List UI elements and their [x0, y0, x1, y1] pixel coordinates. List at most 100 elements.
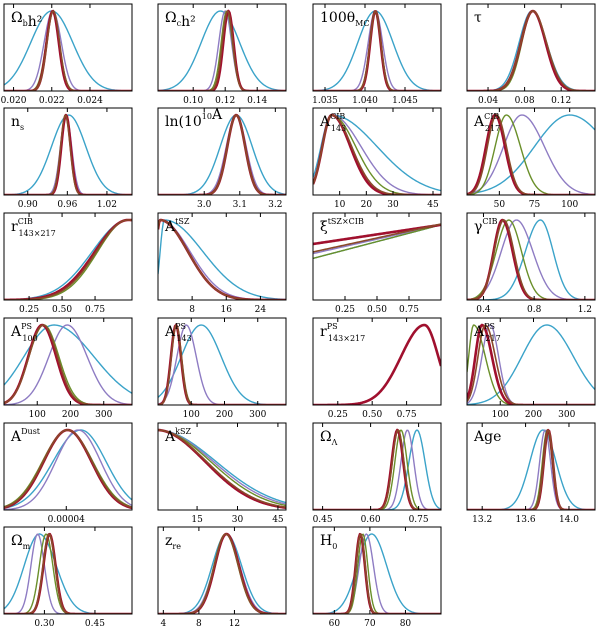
panel-frame [157, 212, 287, 301]
panel-label: Age [473, 429, 501, 445]
tick-label: 0.10 [183, 96, 203, 106]
curves [4, 113, 132, 195]
curve-series-b [4, 324, 132, 405]
panel-11: 0.25 0.50 0.75 ξtSZ×CIB [312, 212, 442, 315]
tick-label: 1.040 [352, 96, 378, 106]
curve-series-a [467, 10, 595, 91]
curve-series-b [4, 429, 132, 510]
tick-label: 100 [492, 410, 509, 420]
panel-frame [157, 3, 287, 92]
panel-frame [466, 107, 596, 196]
tick-label: 0.00004 [48, 515, 85, 525]
tick-label: 0.25 [328, 410, 348, 420]
curve-series-e [313, 223, 441, 253]
curves [4, 428, 132, 510]
tick-label: 3.1 [233, 200, 247, 210]
curve-series-a [158, 10, 286, 91]
tick-label: 0.50 [52, 305, 72, 315]
tick-label: 13.2 [472, 515, 492, 525]
panel-8: 50 75 100 ACIB 217 [466, 107, 596, 210]
tick-label: 1.045 [392, 96, 418, 106]
tick-label: 45 [427, 200, 439, 210]
panel-7: 10 20 30 45 ACIB 143 [312, 107, 442, 210]
curve-series-a [158, 429, 286, 504]
panel-label: Ωbh² [11, 10, 42, 30]
panel-label: Ωch² [165, 10, 196, 30]
panel-6: 3.0 3.1 3.2 ln(1010A [157, 107, 287, 210]
panel-4: 0.04 0.08 0.12 τ [466, 3, 596, 106]
tick-label: 0.4 [476, 305, 491, 315]
curve-series-a [467, 324, 595, 405]
tick-label: 10 [334, 200, 346, 210]
curve-series-a [4, 114, 132, 195]
panel-16: 100 200 300 APS 217 [466, 317, 596, 420]
panel-21: 0.30 0.45 Ωm [3, 526, 133, 629]
tick-label: 12 [229, 619, 240, 629]
curve-series-c [158, 10, 286, 91]
panel-label: ns [11, 114, 24, 132]
curve-series-e [4, 10, 132, 91]
curves [313, 10, 441, 91]
panel-label: zre [165, 533, 181, 551]
panel-label: H0 [320, 533, 337, 551]
tick-label: 300 [249, 410, 266, 420]
tick-label: 0.75 [85, 305, 105, 315]
curve-series-b [313, 533, 441, 614]
curve-series-e [4, 429, 132, 509]
curve-series-d [467, 218, 595, 300]
panel-frame [312, 107, 442, 196]
panel-label: ACIB 217 [473, 112, 500, 133]
tick-label: 200 [216, 410, 233, 420]
tick-label: 0.12 [551, 96, 571, 106]
panel-frame [312, 3, 442, 92]
tick-label: 200 [525, 410, 542, 420]
curve-series-b [4, 533, 132, 614]
panel-label: rPS 143×217 [320, 322, 365, 343]
panel-9: 0.25 0.50 0.75 rCIB 143×217 [3, 212, 133, 315]
curve-series-e [158, 10, 286, 91]
panel-label: APS 143 [164, 322, 192, 343]
curve-series-b [313, 224, 441, 255]
panel-14: 100 200 300 APS 143 [157, 317, 287, 420]
curve-series-c [158, 429, 286, 507]
panel-3: 1.035 1.040 1.045 100θMC [312, 3, 442, 106]
curves [158, 9, 286, 91]
tick-label: 0.024 [77, 96, 103, 106]
tick-label: 16 [221, 305, 233, 315]
tick-label: 0.08 [515, 96, 535, 106]
panel-17: 0.00004 ADust [3, 422, 133, 525]
curves [467, 218, 595, 300]
curves [158, 428, 286, 510]
tick-label: 20 [361, 200, 373, 210]
tick-label: 1.02 [97, 200, 117, 210]
tick-label: 300 [95, 410, 112, 420]
tick-label: 1.035 [312, 96, 338, 106]
tick-label: 1.2 [578, 305, 592, 315]
tick-label: 0.25 [335, 305, 355, 315]
curve-series-b [158, 10, 286, 91]
curve-series-a [158, 219, 286, 300]
curve-series-b [467, 10, 595, 91]
tick-label: 30 [387, 200, 399, 210]
panel-label: 100θMC [320, 10, 369, 28]
tick-label: 100 [561, 200, 578, 210]
panel-frame [466, 422, 596, 511]
panel-23: 60 70 80 H0 [312, 526, 442, 629]
tick-label: 70 [364, 619, 376, 629]
curves [4, 323, 132, 405]
panel-10: 8 16 24 AtSZ [157, 212, 287, 315]
curve-series-e [158, 429, 286, 509]
panel-label: AkSZ [164, 427, 191, 445]
tick-label: 200 [62, 410, 79, 420]
tick-label: 0.45 [85, 619, 105, 629]
panel-frame [312, 526, 442, 615]
tick-label: 0.50 [362, 410, 382, 420]
panel-label: τ [474, 10, 482, 26]
curve-series-d [158, 9, 286, 91]
tick-label: 0.04 [478, 96, 498, 106]
panel-label: ACIB 143 [319, 112, 346, 133]
tick-label: 15 [191, 515, 203, 525]
panel-5: 0.90 0.96 1.02 ns [3, 107, 133, 210]
panel-label: ADust [10, 427, 41, 445]
tick-label: 0.022 [39, 96, 65, 106]
